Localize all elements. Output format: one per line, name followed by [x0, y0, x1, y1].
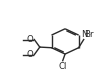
Text: O: O: [26, 35, 33, 44]
Text: Br: Br: [84, 30, 94, 39]
Text: N: N: [81, 30, 87, 39]
Text: O: O: [26, 51, 33, 59]
Text: Cl: Cl: [59, 62, 67, 71]
